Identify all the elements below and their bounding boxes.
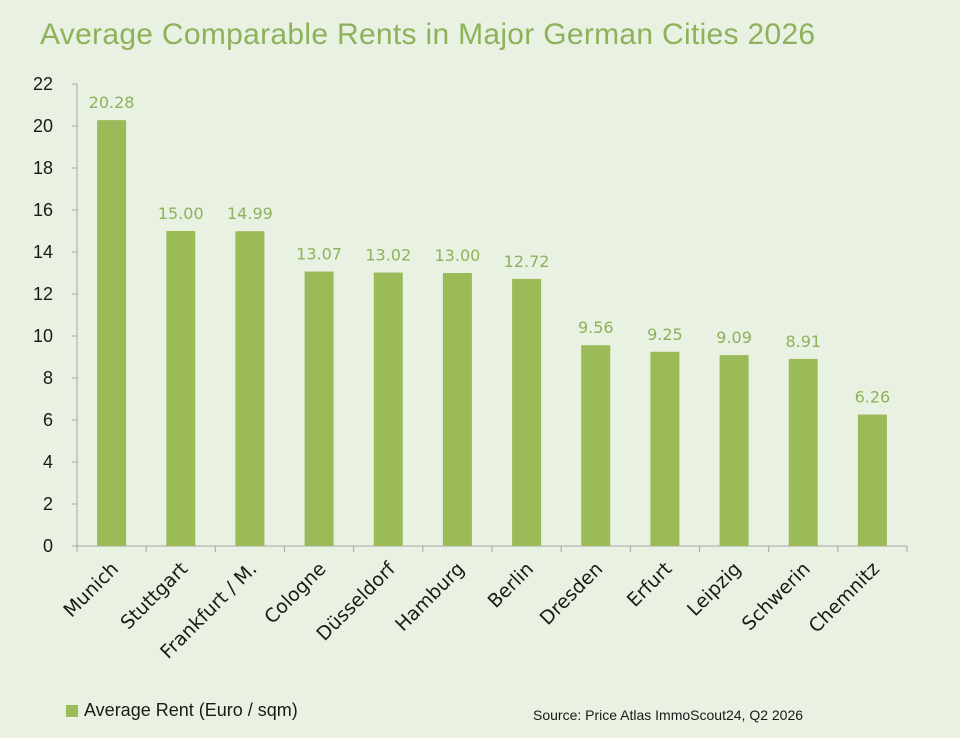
chart-title: Average Comparable Rents in Major German… (40, 18, 816, 51)
y-tick-label: 18 (33, 158, 53, 178)
data-label: 13.00 (435, 246, 481, 265)
data-label: 20.28 (89, 93, 135, 112)
data-label: 8.91 (785, 332, 821, 351)
y-tick-label: 6 (43, 410, 53, 430)
x-tick-label: Cologne (260, 558, 330, 628)
y-tick-label: 12 (33, 284, 53, 304)
data-label: 6.26 (855, 388, 891, 407)
x-tick-label: Munich (59, 558, 123, 622)
y-tick-label: 2 (43, 494, 53, 514)
x-tick-label: Erfurt (623, 558, 677, 612)
y-tick-label: 20 (33, 116, 53, 136)
x-tick-label: Dresden (536, 558, 608, 630)
legend-swatch (66, 704, 78, 717)
bar (512, 278, 542, 546)
bar (235, 231, 265, 546)
y-tick-label: 0 (43, 536, 53, 556)
source-note: Source: Price Atlas ImmoScout24, Q2 2026 (533, 707, 804, 723)
x-tick-label: Schwerin (738, 558, 815, 635)
legend-label: Average Rent (Euro / sqm) (84, 700, 298, 720)
bar (373, 272, 403, 546)
bar (857, 414, 887, 546)
data-labels: 20.28 15.00 14.99 13.07 13.02 13.00 12.72 9.56 9… (89, 93, 891, 406)
y-tick-label: 10 (33, 326, 53, 346)
y-tick-label: 16 (33, 200, 53, 220)
x-tick-label: Chemnitz (805, 558, 884, 637)
bar (719, 355, 749, 546)
bar (788, 358, 818, 546)
legend: Average Rent (Euro / sqm) (66, 700, 298, 721)
x-tick-label: Hamburg (391, 558, 469, 636)
bar (650, 351, 680, 546)
x-tick-label: Leipzig (683, 558, 746, 621)
data-label: 14.99 (227, 204, 273, 223)
data-label: 15.00 (158, 204, 204, 223)
bar (166, 231, 196, 546)
y-tick-label: 14 (33, 242, 53, 262)
data-label: 12.72 (504, 252, 550, 271)
bar (442, 273, 472, 546)
x-tick-label: Berlin (484, 558, 539, 613)
y-tick-label: 22 (33, 74, 53, 94)
data-label: 9.25 (647, 325, 683, 344)
data-label: 9.56 (578, 318, 614, 337)
y-tick-label: 8 (43, 368, 53, 388)
data-label: 13.07 (296, 245, 342, 264)
bar (304, 271, 334, 546)
data-label: 13.02 (365, 246, 411, 265)
bar (97, 120, 127, 547)
bar (581, 345, 611, 546)
y-tick-label: 4 (43, 452, 53, 472)
data-label: 9.09 (716, 328, 752, 347)
bars (97, 120, 887, 547)
